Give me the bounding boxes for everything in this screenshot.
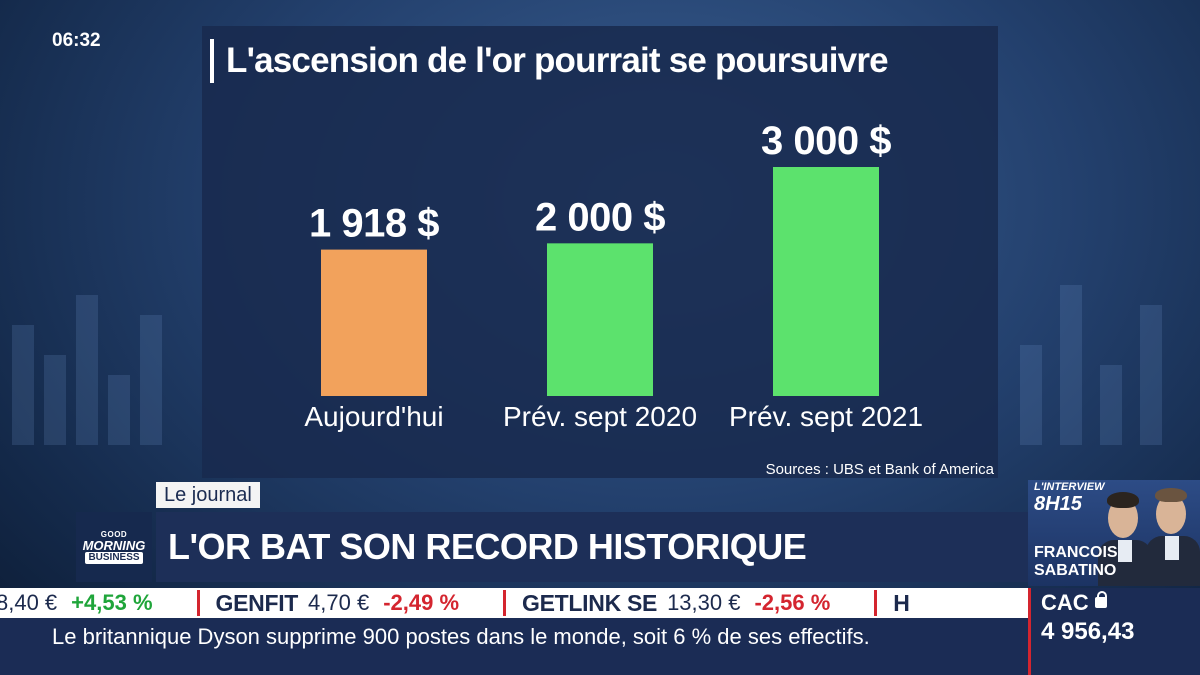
guest-portrait <box>1092 482 1152 586</box>
ticker-price: 4,70 € <box>308 590 370 615</box>
section-tag: Le journal <box>156 482 260 508</box>
interview-label: L'INTERVIEW <box>1034 481 1105 493</box>
background-bar <box>1020 345 1042 445</box>
background-bar <box>140 315 162 445</box>
chart-panel: L'ascension de l'or pourrait se poursuiv… <box>202 26 998 478</box>
category-label: Prév. sept 2021 <box>729 401 923 432</box>
bar-chart: 1 918 $ Aujourd'hui 2 000 $ Prév. sept 2020… <box>304 119 923 432</box>
logo-line-1: GOOD <box>100 530 128 539</box>
host-portrait <box>1142 482 1200 586</box>
bar-value-label: 2 000 $ <box>535 195 665 239</box>
bar-2 <box>773 167 879 396</box>
headline-text: L'OR BAT SON RECORD HISTORIQUE <box>168 526 807 567</box>
chart-source: Sources : UBS et Bank of America <box>765 461 994 478</box>
chart-title: L'ascension de l'or pourrait se poursuiv… <box>226 41 889 80</box>
bar-1 <box>547 243 653 396</box>
category-label: Aujourd'hui <box>304 401 443 432</box>
ticker-change: +4,53 % <box>71 590 153 615</box>
bar-0 <box>321 249 427 396</box>
ticker-change: -2,56 % <box>754 590 831 615</box>
background-bar <box>12 325 34 445</box>
background-bar <box>1140 305 1162 445</box>
background-bar <box>1100 365 1122 445</box>
headline-banner: L'OR BAT SON RECORD HISTORIQUE <box>156 512 1028 582</box>
ticker-name: GENFIT <box>215 589 299 616</box>
background-bar <box>108 375 130 445</box>
ticker-change: -2,49 % <box>383 590 460 615</box>
news-text: Le britannique Dyson supprime 900 postes… <box>52 623 870 649</box>
news-crawl: Le britannique Dyson supprime 900 postes… <box>0 618 1028 675</box>
market-index: CAC 4 956,43 <box>1028 588 1200 675</box>
title-accent-bar <box>210 39 214 83</box>
ticker-name: GETLINK SE <box>522 589 658 616</box>
ticker-separator <box>874 590 878 616</box>
ticker-separator <box>503 590 507 616</box>
show-logo: GOOD MORNING BUSINESS <box>76 512 152 582</box>
stock-ticker: 8,40 € +4,53 % GENFIT 4,70 € -2,49 % GET… <box>0 588 1028 618</box>
ticker-price: 8,40 € <box>0 590 58 615</box>
index-name: CAC <box>1041 590 1089 615</box>
index-value: 4 956,43 <box>1041 618 1135 645</box>
background-bar <box>44 355 66 445</box>
background-bar <box>76 295 98 445</box>
bar-value-label: 1 918 $ <box>309 202 439 246</box>
broadcast-clock: 06:32 <box>52 30 101 51</box>
chart-title-row: L'ascension de l'or pourrait se poursuiv… <box>210 38 889 84</box>
background-bar <box>1060 285 1082 445</box>
logo-line-3: BUSINESS <box>85 552 143 564</box>
interview-teaser: L'INTERVIEW 8H15 FRANCOIS SABATINO <box>1028 480 1200 586</box>
lock-icon <box>1095 591 1107 608</box>
category-label: Prév. sept 2020 <box>503 401 697 432</box>
bar-value-label: 3 000 $ <box>761 119 891 163</box>
guest-last-name: SABATINO <box>1034 562 1117 579</box>
guest-first-name: FRANCOIS <box>1034 544 1118 561</box>
ticker-name: H <box>893 589 910 616</box>
interview-time: 8H15 <box>1034 493 1082 515</box>
ticker-price: 13,30 € <box>667 590 741 615</box>
logo-line-2: MORNING <box>82 538 146 553</box>
ticker-separator <box>196 590 200 616</box>
